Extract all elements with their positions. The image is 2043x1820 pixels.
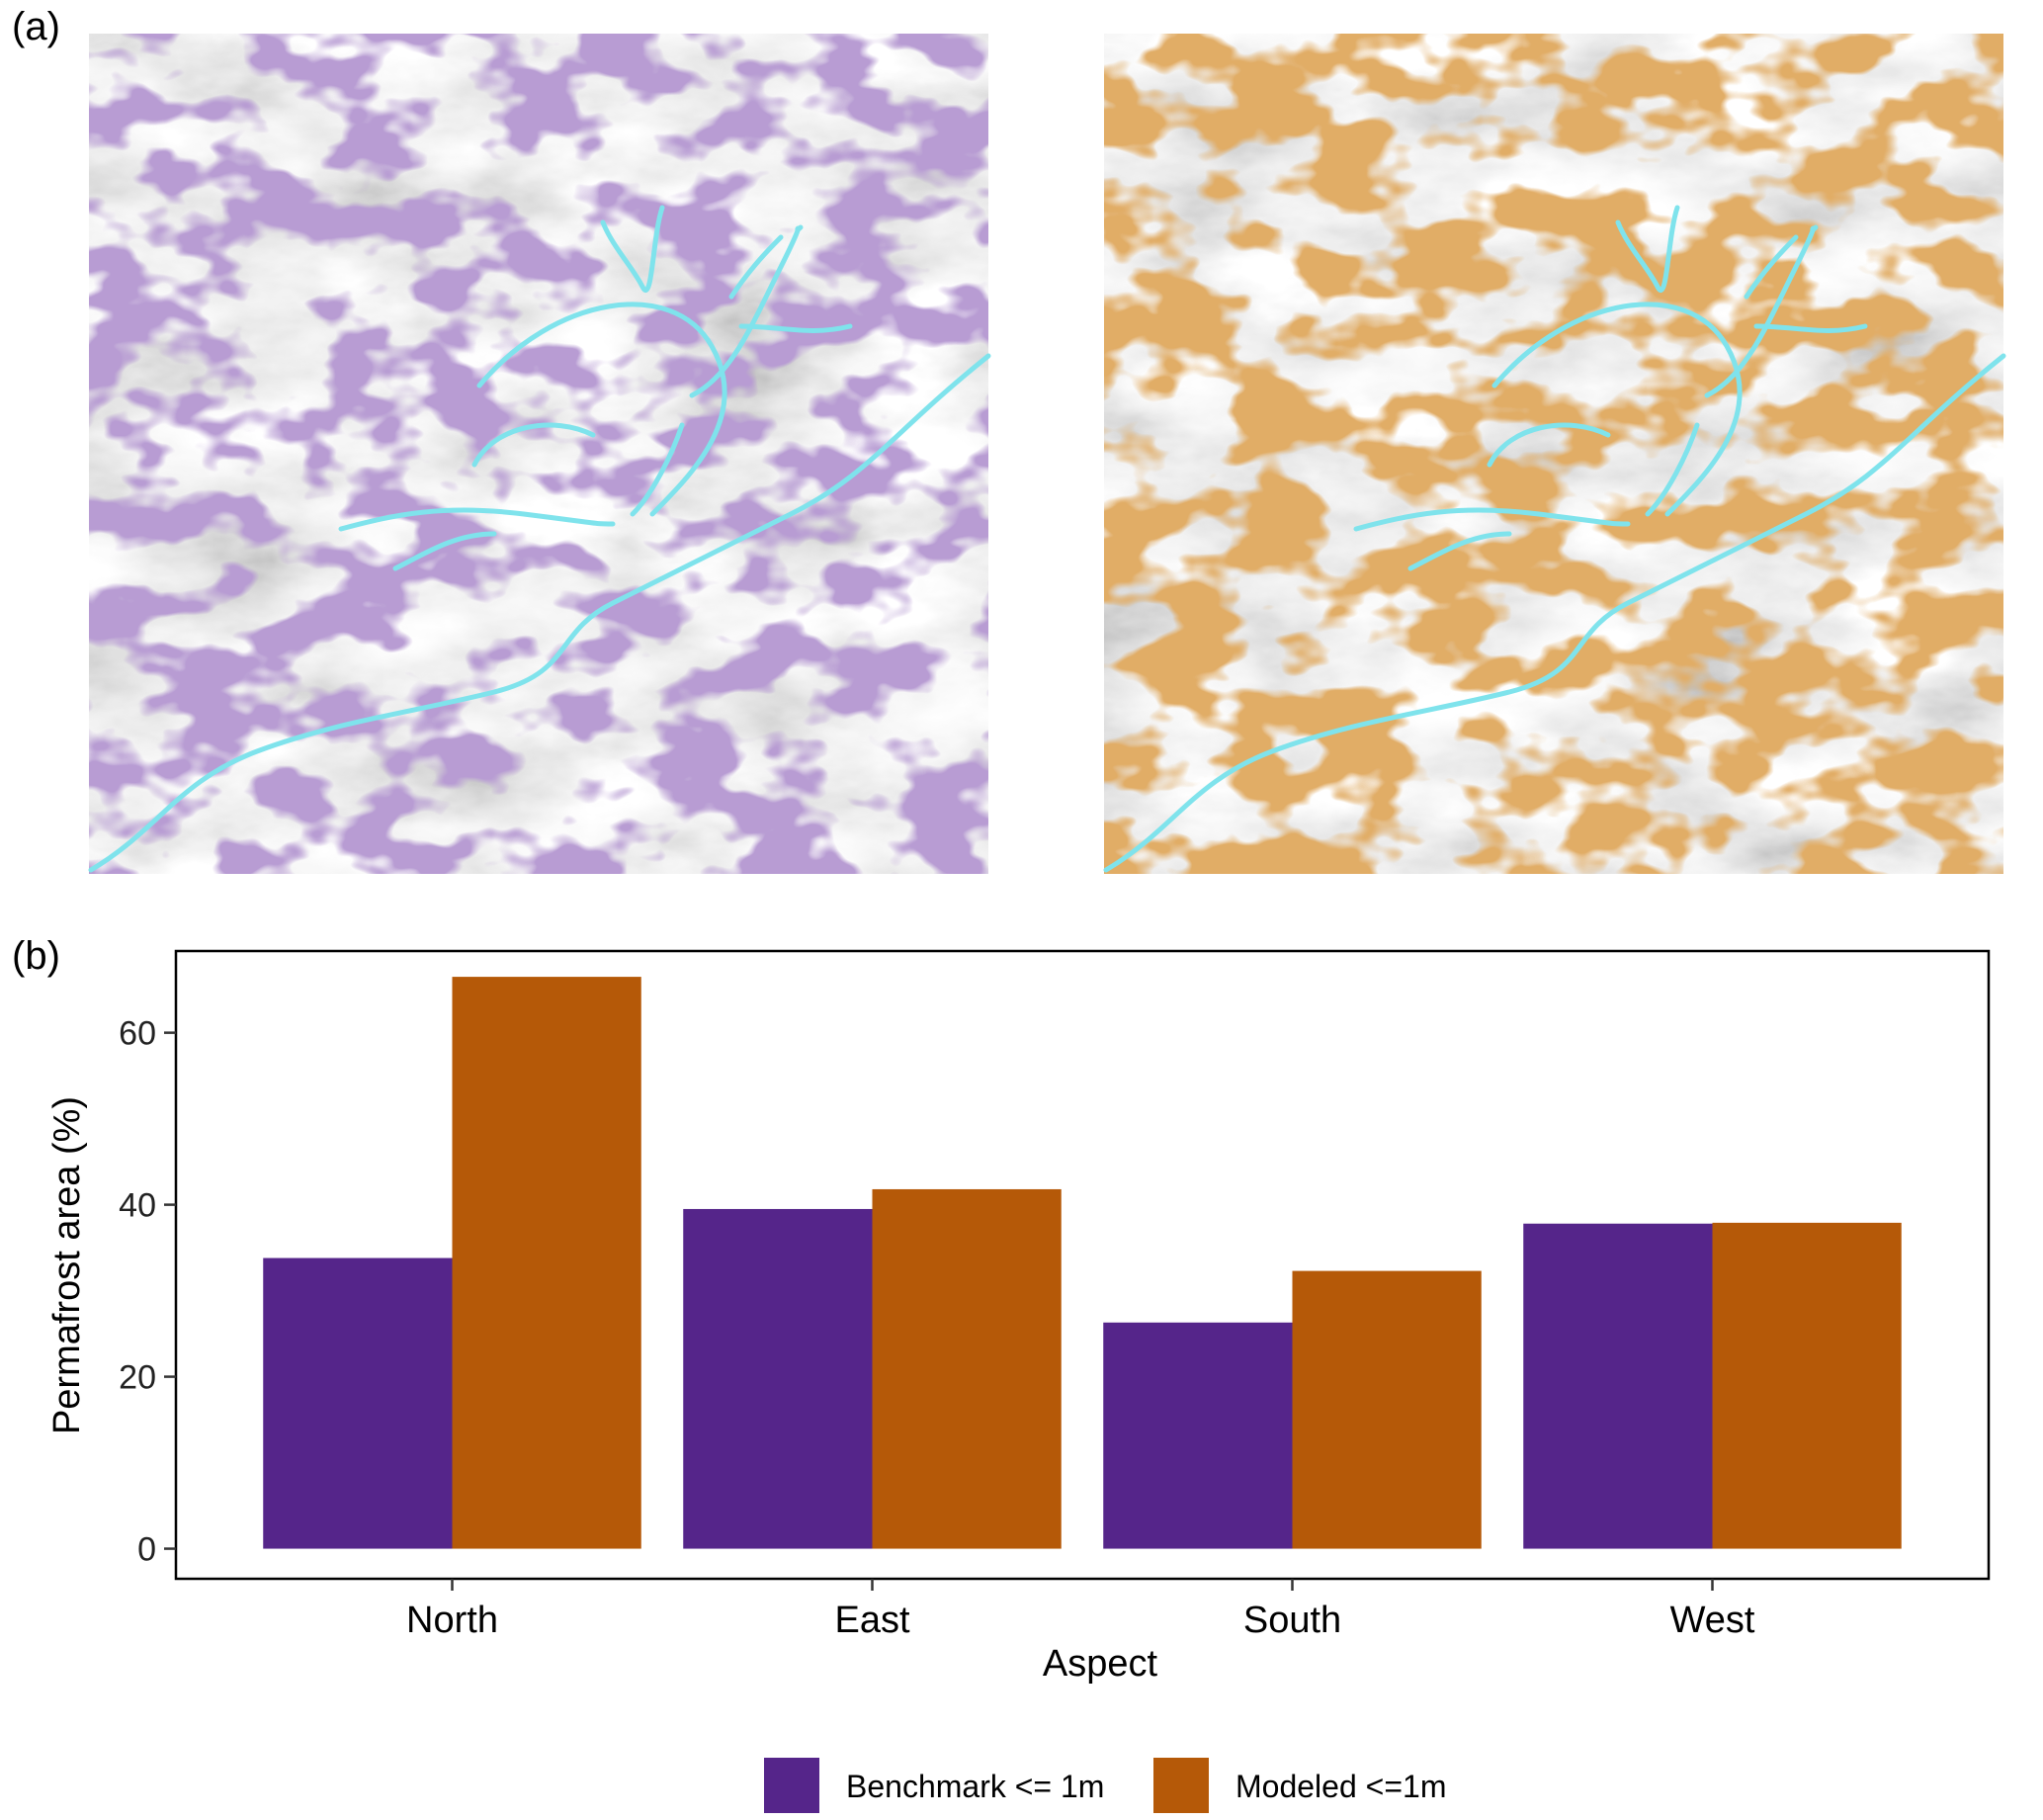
legend-label-benchmark: Benchmark <= 1m [846, 1769, 1104, 1804]
x-tick-label-south: South [1243, 1600, 1341, 1641]
y-tick-label: 20 [119, 1359, 156, 1397]
x-tick-label-west: West [1670, 1600, 1755, 1641]
x-axis-title: Aspect [1043, 1643, 1158, 1685]
x-axis-ticks: North East South West [406, 1579, 1755, 1641]
panel-a-label: (a) [12, 5, 60, 48]
legend-swatch-benchmark [764, 1758, 819, 1813]
y-tick-label: 0 [137, 1531, 156, 1569]
map-modeled [1103, 34, 2006, 874]
x-tick-label-east: East [834, 1600, 909, 1641]
bar-north-benchmark [263, 1257, 453, 1549]
plot-panel-border [174, 949, 1991, 1581]
bar-south-benchmark [1103, 1322, 1293, 1549]
legend-label-modeled: Modeled <=1m [1235, 1769, 1446, 1804]
y-tick-label: 40 [119, 1187, 156, 1225]
legend: Benchmark <= 1m Modeled <=1m [764, 1758, 1446, 1813]
x-tick-label-north: North [406, 1600, 498, 1641]
map-benchmark-permafrost-overlay [89, 34, 988, 874]
bars-group [263, 977, 1902, 1549]
bar-south-modeled [1292, 1270, 1482, 1549]
bar-chart: 0 20 40 60 North East South West Aspect Permaf… [46, 949, 1991, 1685]
map-benchmark [88, 34, 991, 874]
panel-b-label: (b) [12, 934, 60, 978]
bar-west-benchmark [1523, 1223, 1713, 1549]
y-tick-label: 60 [119, 1015, 156, 1053]
bar-west-modeled [1712, 1222, 1902, 1549]
map-modeled-permafrost-overlay [1104, 34, 2003, 874]
legend-swatch-modeled [1153, 1758, 1209, 1813]
bar-east-modeled [872, 1188, 1062, 1549]
map-benchmark-streams [88, 205, 991, 873]
y-axis-title: Permafrost area (%) [46, 1096, 88, 1434]
map-modeled-streams [1103, 205, 2006, 873]
bar-north-modeled [452, 977, 641, 1549]
y-axis-ticks: 0 20 40 60 [119, 1015, 176, 1569]
bar-east-benchmark [683, 1208, 873, 1549]
